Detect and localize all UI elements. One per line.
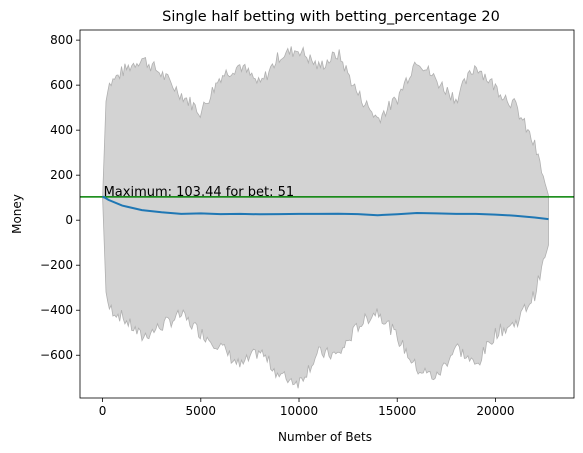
y-tick-label: 0 — [65, 213, 73, 227]
x-axis-label: Number of Bets — [278, 430, 372, 444]
y-tick-label: 200 — [50, 168, 73, 182]
y-tick-label: 600 — [50, 78, 73, 92]
y-tick-label: 800 — [50, 33, 73, 47]
series-line-mean — [101, 195, 549, 221]
max-annotation: Maximum: 103.44 for bet: 51 — [104, 185, 295, 200]
y-tick-label: −600 — [40, 348, 73, 362]
x-tick-label: 5000 — [186, 404, 217, 418]
y-tick-label: 400 — [50, 123, 73, 137]
y-tick-label: −400 — [40, 303, 73, 317]
x-tick-label: 15000 — [378, 404, 416, 418]
range-band — [102, 46, 549, 389]
chart-title: Single half betting with betting_percent… — [162, 9, 500, 25]
y-tick-label: −200 — [40, 258, 73, 272]
axes-frame — [79, 29, 575, 399]
x-tick-label: 10000 — [280, 404, 318, 418]
plot-area: Maximum: 103.44 for bet: 51 0 5000 10000 150… — [40, 29, 575, 418]
x-tick-label: 20000 — [476, 404, 514, 418]
x-tick-label: 0 — [99, 404, 107, 418]
y-axis-label: Money — [10, 194, 24, 234]
